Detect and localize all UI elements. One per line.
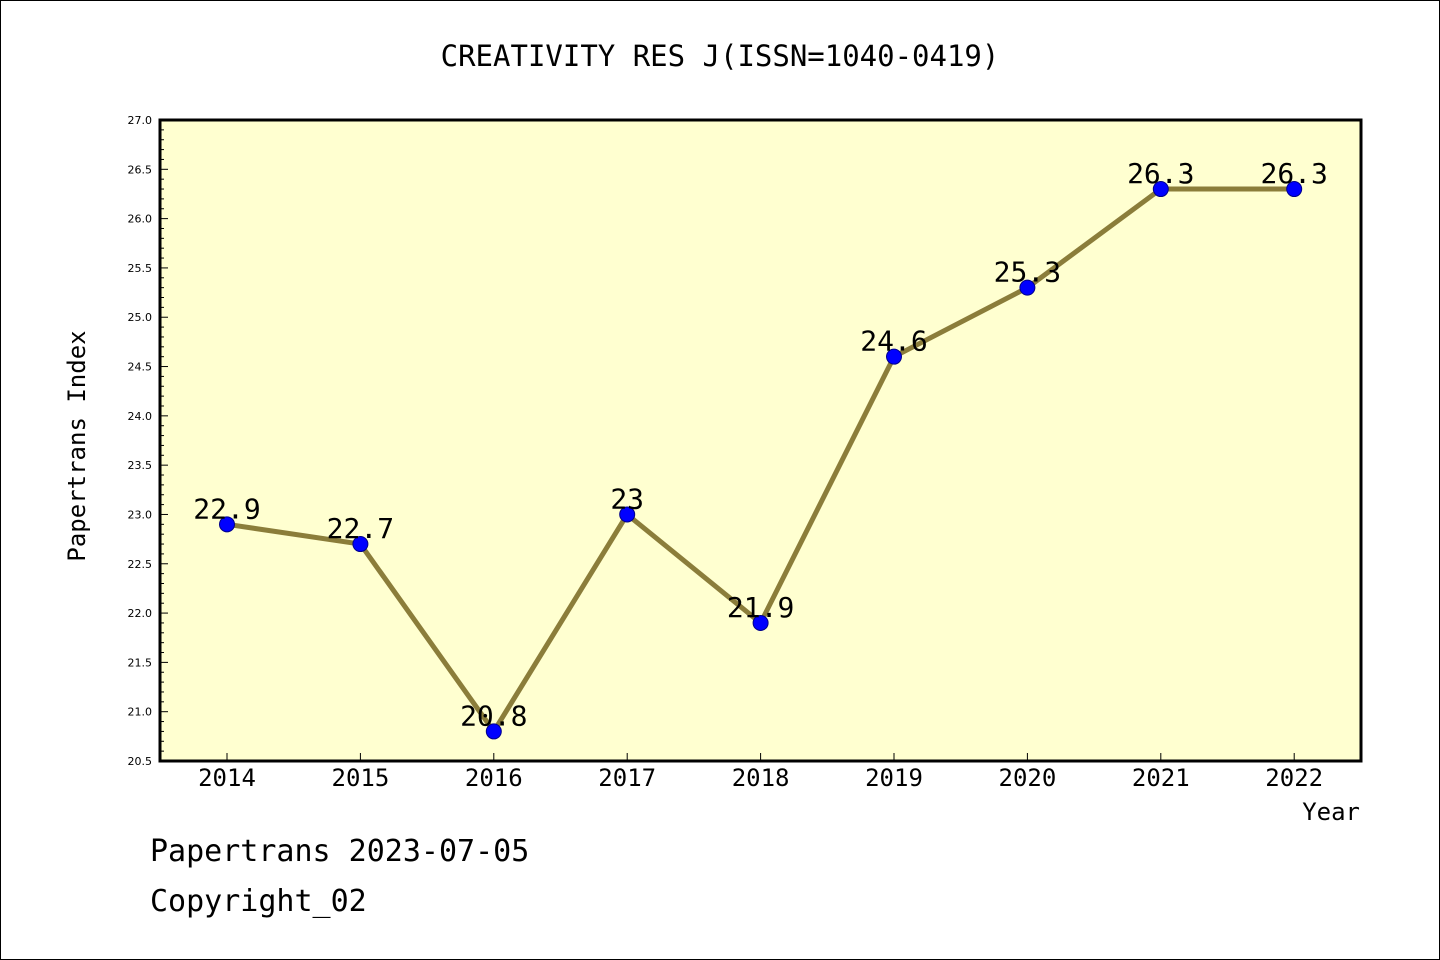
data-point [886,348,902,365]
data-label: 25.3 [994,256,1061,289]
x-tick-label: 2017 [598,764,656,792]
footer-copyright: Copyright_02 [150,884,367,919]
data-point [485,723,502,740]
data-label: 20.8 [460,699,527,732]
data-labels: 22.9 22.7 20.8 23 21.9 24.6 25.3 26.3 26.3 [193,157,1328,732]
x-tick-label: 2022 [1265,764,1323,792]
y-tick-label: 26.5 [128,163,153,176]
chart-title: CREATIVITY RES J(ISSN=1040-0419) [441,39,1000,73]
data-label: 24.6 [860,325,927,358]
data-point [1152,181,1169,198]
data-point [1286,181,1303,198]
data-point [219,516,235,533]
data-label: 26.3 [1260,157,1327,190]
x-axis: 2014 2015 2016 2017 2018 2019 2020 2021 2022 [198,753,1323,792]
x-tick-label: 2019 [865,764,923,792]
x-tick-label: 2014 [198,764,256,792]
y-tick-label: 25.0 [128,311,153,324]
y-tick-label: 26.0 [128,213,153,226]
x-tick-label: 2015 [332,764,390,792]
x-tick-label: 2018 [732,764,790,792]
data-point [352,536,369,553]
y-tick-label: 23.0 [128,508,153,521]
y-tick-label: 21.0 [128,706,153,719]
y-axis: 20.5 21.0 21.5 22.0 22.5 23.0 23.5 24.0 24.5 25.0… [128,114,168,768]
x-tick-label: 2021 [1132,764,1190,792]
data-point [1019,279,1036,296]
y-tick-label: 24.5 [128,361,153,374]
data-label: 22.7 [327,512,394,545]
x-tick-label: 2020 [999,764,1057,792]
data-markers [219,181,1303,740]
y-tick-label: 24.0 [128,410,153,423]
y-axis-label: Papertrans Index [63,330,91,561]
x-axis-label: Year [1302,798,1360,826]
footer-date: Papertrans 2023-07-05 [150,834,530,869]
y-tick-label: 22.5 [128,558,153,571]
data-point [752,614,769,631]
y-tick-label: 22.0 [128,607,153,620]
data-label: 23 [610,482,644,515]
y-tick-label: 27.0 [128,114,153,127]
x-tick-label: 2016 [465,764,523,792]
data-label: 26.3 [1127,157,1194,190]
data-label: 21.9 [727,591,794,624]
plot-area [158,118,1363,763]
y-tick-label: 20.5 [128,755,153,768]
data-point [619,506,636,523]
y-tick-label: 23.5 [128,459,153,472]
y-tick-label: 21.5 [128,656,153,669]
y-tick-label: 25.5 [128,262,153,275]
data-label: 22.9 [193,492,260,525]
